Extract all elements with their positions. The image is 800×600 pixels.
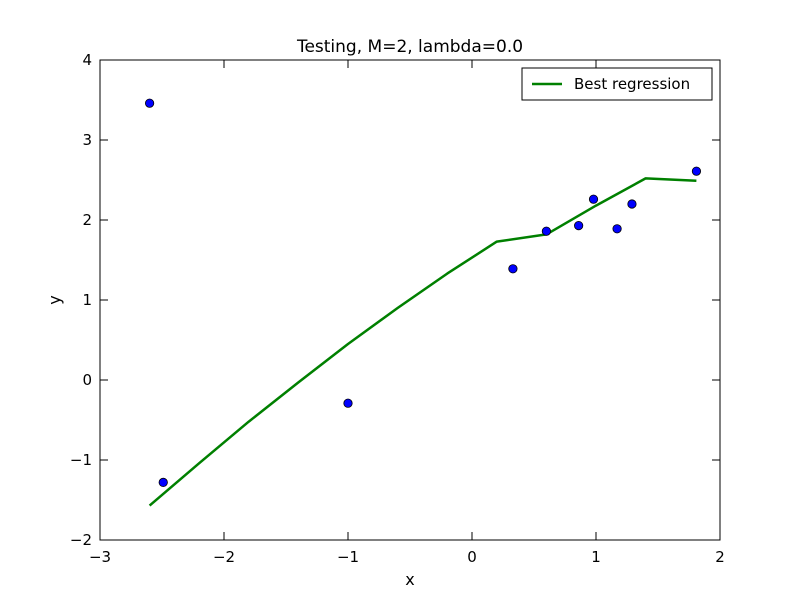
y-tick-label: 3	[82, 131, 92, 149]
data-point	[541, 226, 552, 236]
x-tick-label: −1	[337, 548, 359, 566]
regression-line	[148, 177, 697, 507]
series-layer	[148, 177, 697, 507]
data-point	[612, 224, 622, 234]
data-point	[588, 194, 599, 204]
y-tick-label: 4	[82, 51, 92, 69]
x-tick-label: 2	[715, 548, 725, 566]
data-point	[627, 199, 637, 209]
data-point	[691, 166, 702, 176]
data-point	[145, 98, 155, 108]
y-tick-label: 2	[82, 211, 92, 229]
y-tick-label: −2	[70, 531, 92, 549]
x-tick-label: −3	[89, 548, 111, 566]
x-tick-label: 1	[591, 548, 601, 566]
data-point	[508, 264, 518, 274]
data-point	[158, 477, 168, 487]
y-tick-label: 0	[82, 371, 92, 389]
y-tick-label: 1	[82, 291, 92, 309]
chart-title: Testing, M=2, lambda=0.0	[296, 37, 523, 57]
data-point	[574, 221, 584, 231]
data-point	[343, 398, 353, 408]
x-tick-label: −2	[213, 548, 235, 566]
legend: Best regression	[521, 67, 713, 101]
y-tick-label: −1	[70, 451, 92, 469]
x-tick-label: 0	[467, 548, 477, 566]
x-axis-label: x	[405, 570, 414, 589]
y-axis-label: y	[45, 295, 64, 304]
points-layer	[145, 98, 702, 487]
legend-label: Best regression	[574, 75, 690, 93]
